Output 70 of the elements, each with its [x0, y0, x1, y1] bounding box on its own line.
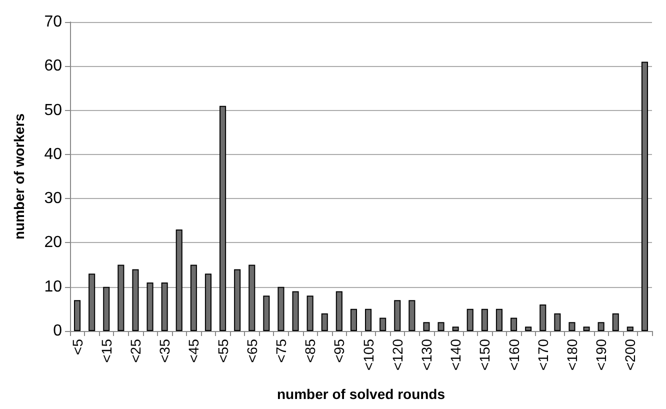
bar	[278, 286, 284, 331]
x-tick-label: <160	[506, 338, 522, 371]
bar	[306, 296, 314, 331]
y-tick-label: 30	[44, 190, 62, 208]
x-tick-label: <105	[360, 338, 376, 371]
x-tick-label: <200	[622, 338, 638, 371]
y-tick-label: 0	[53, 322, 62, 340]
bar	[118, 264, 124, 331]
x-tick-label: <120	[389, 338, 406, 371]
bar	[568, 322, 576, 331]
x-tick-label: <170	[534, 338, 551, 371]
bar	[626, 326, 634, 331]
x-tick-label: <95	[331, 338, 348, 363]
bar	[365, 308, 372, 331]
x-tick-label: <150	[476, 338, 493, 371]
bar	[292, 291, 299, 331]
bar	[394, 300, 401, 331]
x-tick-label: <180	[564, 338, 580, 371]
bar	[176, 229, 182, 331]
bar	[510, 318, 518, 331]
bar	[321, 313, 328, 331]
x-tick-label: <75	[272, 338, 289, 363]
bar	[554, 313, 561, 331]
x-tick-label: <25	[127, 338, 144, 363]
y-tick-label: 40	[44, 146, 62, 163]
bar	[204, 274, 212, 331]
x-tick-label: <35	[156, 338, 173, 363]
bar	[234, 269, 241, 331]
bar	[74, 300, 81, 331]
bar	[132, 269, 139, 331]
bar	[598, 322, 604, 331]
bar	[466, 308, 474, 331]
bar	[481, 308, 488, 331]
bar	[525, 326, 532, 331]
bar	[380, 318, 386, 331]
bar	[408, 300, 416, 331]
bar	[248, 264, 256, 331]
x-axis-title: number of solved rounds	[276, 386, 446, 402]
bar	[103, 286, 110, 331]
x-tick-label: <140	[448, 338, 464, 371]
y-axis-title: number of workers	[11, 113, 27, 240]
bar	[88, 274, 96, 331]
bar	[161, 282, 168, 331]
bar	[190, 264, 197, 331]
x-tick-label: <15	[98, 338, 114, 363]
bar	[496, 308, 502, 331]
y-tick-label: 60	[44, 58, 62, 75]
bar	[452, 326, 459, 331]
bar	[540, 304, 546, 331]
y-tick-label: 10	[44, 278, 62, 296]
x-tick-label: <65	[244, 338, 260, 363]
bar	[423, 322, 430, 331]
y-tick-label: 50	[44, 102, 62, 119]
bar	[641, 62, 648, 331]
y-tick-label: 20	[44, 234, 62, 252]
x-tick-label: <55	[214, 338, 231, 363]
bar	[146, 282, 154, 331]
x-tick-label: <5	[69, 338, 86, 355]
y-tick-label: 70	[44, 14, 62, 30]
x-tick-label: <190	[593, 338, 610, 371]
bar	[263, 296, 270, 331]
x-tick-label: <45	[186, 338, 202, 363]
x-tick-label: <130	[418, 338, 434, 371]
x-tick-label: <85	[302, 338, 318, 363]
bar	[350, 308, 357, 331]
bar	[336, 291, 342, 331]
bar	[438, 322, 444, 331]
bar	[583, 326, 590, 331]
bar	[612, 313, 619, 331]
bar	[220, 106, 226, 331]
